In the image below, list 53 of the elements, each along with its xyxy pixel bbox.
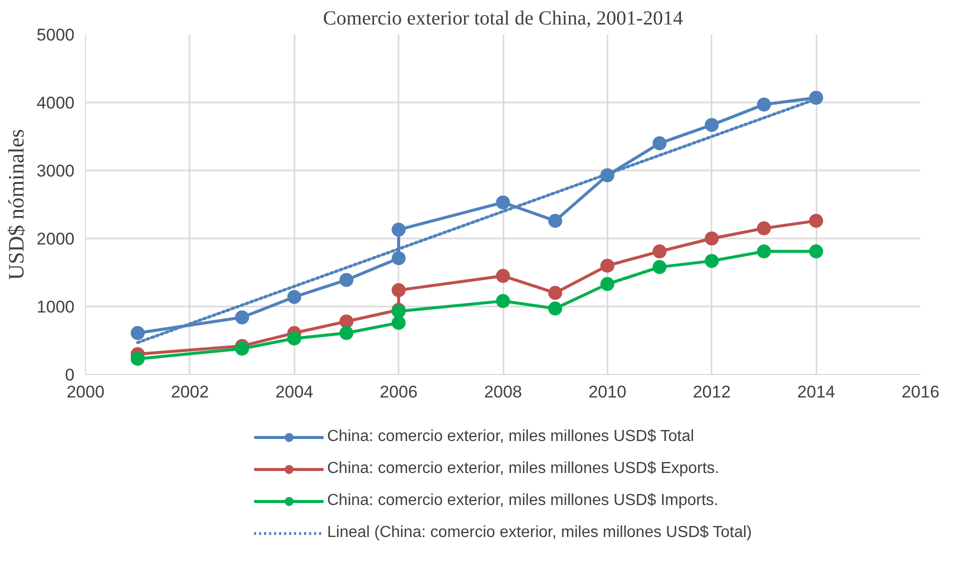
legend-label: China: comercio exterior, miles millones USD$ Imports.	[327, 492, 718, 510]
x-tick-label: 2012	[692, 382, 731, 402]
point	[287, 290, 302, 304]
legend-label: China: comercio exterior, miles millones USD$ Exports.	[327, 460, 720, 478]
point	[235, 342, 250, 356]
point	[704, 232, 719, 246]
point	[392, 283, 406, 298]
legend-label: Lineal (China: comercio exterior, miles millones USD$ Total)	[327, 524, 752, 542]
x-tick-label: 2016	[902, 382, 940, 402]
point	[652, 136, 667, 150]
point	[809, 244, 824, 258]
point	[496, 294, 510, 308]
x-tick-label: 2006	[380, 382, 418, 402]
y-axis-title: USD$ nóminales	[4, 129, 29, 280]
point	[756, 98, 771, 112]
point	[339, 326, 354, 340]
y-tick-label: 2000	[36, 230, 75, 248]
point	[600, 258, 614, 273]
point	[809, 214, 824, 228]
y-tick-label: 3000	[36, 162, 75, 180]
point	[548, 214, 562, 228]
point	[600, 277, 614, 292]
point	[287, 331, 302, 346]
y-tick-label: 0	[65, 366, 75, 384]
x-tick-label: 2008	[484, 382, 522, 402]
point	[130, 326, 145, 340]
y-tick-label: 1000	[36, 298, 75, 316]
point	[704, 118, 719, 132]
x-tick-label: 2002	[170, 382, 209, 402]
point	[392, 251, 406, 266]
point	[756, 244, 771, 258]
point	[496, 195, 510, 210]
x-tick-label: 2000	[66, 382, 104, 402]
point	[130, 352, 145, 366]
point	[756, 221, 771, 236]
point	[339, 272, 354, 287]
point	[496, 268, 510, 283]
x-tick-label: 2010	[588, 382, 626, 402]
point	[392, 222, 406, 237]
legend-label: China: comercio exterior, miles millones USD$ Total	[327, 428, 694, 446]
point	[392, 316, 406, 330]
point	[704, 254, 719, 268]
y-tick-label: 4000	[36, 94, 75, 112]
point	[235, 310, 250, 324]
point	[548, 286, 562, 300]
x-tick-label: 2014	[797, 382, 836, 402]
y-tick-label: 5000	[36, 26, 75, 44]
point	[652, 260, 667, 274]
x-tick-label: 2004	[275, 382, 314, 402]
point	[339, 314, 354, 328]
chart-title: Comercio exterior total de China, 2001-2014	[323, 8, 683, 30]
point	[548, 302, 562, 316]
point	[652, 244, 667, 258]
